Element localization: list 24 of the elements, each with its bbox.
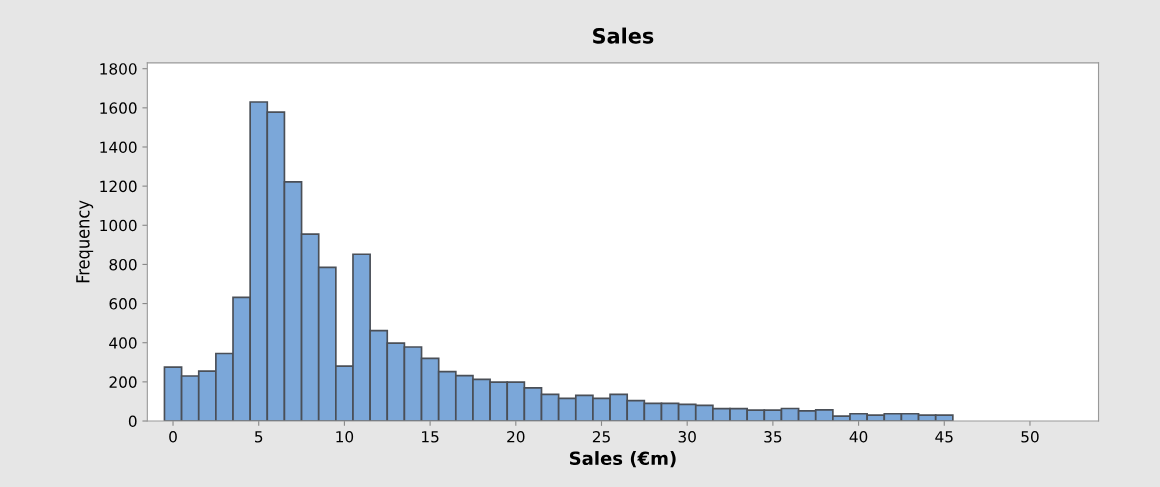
y-axis-title: Frequency	[76, 200, 94, 283]
x-axis-title: Sales (€m)	[569, 451, 676, 468]
y-tick-label: 200	[109, 376, 137, 388]
x-tick-label: 0	[169, 431, 177, 443]
x-tick-label: 50	[1021, 431, 1039, 443]
y-tick-label: 1800	[100, 63, 137, 75]
y-tick-label: 600	[109, 298, 137, 310]
x-tick-label: 30	[678, 431, 696, 443]
y-tick-label: 1000	[100, 219, 137, 232]
y-tick-label: 0	[128, 415, 137, 428]
x-tick-label: 5	[255, 431, 263, 443]
x-tick-label: 35	[764, 431, 782, 443]
x-tick-label: 40	[849, 431, 868, 443]
y-tick-label: 1400	[100, 141, 137, 154]
x-tick-label: 25	[592, 431, 610, 443]
y-tick-label: 1200	[100, 180, 137, 193]
x-tick-label: 10	[336, 431, 354, 443]
chart-title: Sales	[593, 27, 654, 44]
y-tick-label: 800	[109, 258, 137, 271]
y-tick-label: 400	[109, 337, 137, 349]
x-tick-label: 20	[507, 431, 525, 443]
y-tick-label: 1600	[100, 102, 137, 114]
x-tick-label: 45	[935, 431, 953, 443]
x-tick-label: 15	[422, 431, 439, 443]
